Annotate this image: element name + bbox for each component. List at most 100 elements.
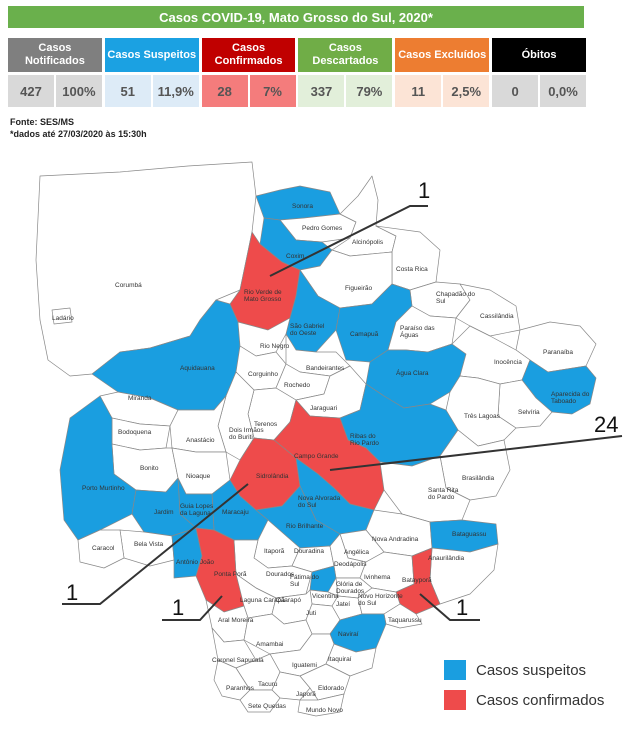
label-anaurilandia: Anaurilândia (428, 555, 465, 562)
label-gloria: Glória de Dourados (336, 581, 365, 595)
label-sete-quedas: Sete Quedas (248, 703, 287, 710)
legend-swatch-suspected (444, 660, 466, 680)
label-rochedo: Rochedo (284, 382, 310, 389)
stat-suspeitos: Casos Suspeitos 51 11,9% (104, 38, 199, 107)
label-itapora: Itaporã (264, 548, 285, 555)
stat-notificados-percent: 100% (55, 75, 102, 107)
label-novo-horizonte: Novo Horizonte do Sul (358, 593, 403, 607)
label-figueirao: Figueirão (345, 285, 372, 292)
label-angelica: Angélica (344, 549, 369, 556)
label-aquidauana: Aquidauana (180, 365, 215, 372)
stat-suspeitos-count: 51 (104, 75, 151, 107)
label-selviria: Selvíria (518, 409, 540, 416)
region-mundo-novo (297, 693, 345, 717)
label-bonito: Bonito (140, 465, 159, 472)
stat-confirmados-label: Casos Confirmados (201, 38, 296, 72)
stat-descartados: Casos Descartados 337 79% (298, 38, 393, 107)
label-aral-moreira: Aral Moreira (218, 617, 254, 624)
callout-line-rio-verde (269, 205, 428, 277)
label-iguatemi: Iguatemi (292, 662, 317, 669)
stat-notificados: Casos Notificados 427 100% (8, 38, 102, 107)
label-rio-verde: Rio Verde de Mato Grosso (244, 289, 282, 303)
label-amambai: Amambai (256, 641, 283, 648)
label-dois-irmaos: Dois Irmãos do Buriti (229, 427, 264, 441)
stat-excluidos-count: 11 (395, 75, 442, 107)
callout-sidrolandia: 1 (66, 580, 78, 605)
label-caarapo: Caarapó (276, 597, 301, 604)
label-brasilandia: Brasilândia (462, 475, 495, 482)
label-deodapolis: Deodápolis (334, 561, 367, 568)
label-eldorado: Eldorado (318, 685, 344, 692)
source-note: Fonte: SES/MS *dados até 27/03/2020 às 1… (10, 116, 147, 140)
label-rio-negro: Rio Negro (260, 343, 290, 350)
label-laguna: Laguna Carapã (240, 597, 285, 604)
region-sete-quedas (239, 689, 281, 713)
stat-notificados-label: Casos Notificados (8, 38, 102, 72)
label-coxim: Coxim (286, 253, 304, 260)
legend-label-confirmed: Casos confirmados (476, 691, 605, 709)
label-tres-lagoas: Três Lagoas (464, 413, 501, 420)
page-title: Casos COVID-19, Mato Grosso do Sul, 2020… (159, 9, 433, 25)
label-paraiso: Paraíso das Águas (400, 325, 435, 339)
label-corumba: Corumbá (115, 282, 142, 289)
stat-confirmados-count: 28 (201, 75, 248, 107)
label-pedro-gomes: Pedro Gomes (302, 225, 343, 232)
label-maracaju: Maracaju (222, 509, 249, 516)
label-coronel-sapucaia: Coronel Sapucaia (212, 657, 264, 664)
stat-excluidos-percent: 2,5% (443, 75, 490, 107)
label-sao-gabriel: São Gabriel do Oeste (290, 323, 325, 337)
label-nova-andradina: Nova Andradina (372, 536, 419, 543)
label-agua-clara: Água Clara (396, 368, 429, 377)
stat-notificados-count: 427 (8, 75, 54, 107)
label-guia-lopes: Guia Lopes da Laguna (180, 503, 214, 517)
label-tacuru: Tacuru (258, 681, 278, 688)
label-mundo-novo: Mundo Novo (306, 707, 343, 714)
label-jardim: Jardim (154, 509, 174, 516)
data-date-line: *dados até 27/03/2020 às 15:30h (10, 129, 147, 139)
label-aparecida: Aparecida do Taboado (551, 391, 590, 405)
callout-rio-verde: 1 (418, 178, 430, 203)
legend-swatch-confirmed (444, 690, 466, 710)
label-taquarussu: Taquarussu (388, 617, 422, 624)
label-nioaque: Nioaque (186, 473, 211, 480)
label-bela-vista: Bela Vista (134, 541, 164, 548)
legend-label-suspected: Casos suspeitos (476, 661, 587, 679)
label-costa-rica: Costa Rica (396, 266, 428, 273)
label-miranda: Miranda (128, 395, 152, 402)
label-itaquirai: Itaquiraí (328, 656, 352, 663)
label-corguinho: Corguinho (248, 371, 278, 378)
callout-line-sidrolandia (62, 483, 249, 605)
label-sidrolandia: Sidrolândia (256, 473, 289, 480)
label-vicentina: Vicentina (312, 593, 339, 600)
label-bandeirantes: Bandeirantes (306, 365, 345, 372)
callout-campo-grande: 24 (594, 412, 618, 437)
label-douradina: Douradina (294, 548, 324, 555)
label-anastacio: Anastácio (186, 437, 215, 444)
label-caracol: Caracol (92, 545, 115, 552)
label-campo-grande: Campo Grande (294, 453, 339, 460)
stat-obitos-count: 0 (492, 75, 539, 107)
label-navirai: Naviraí (338, 631, 359, 638)
label-sonora: Sonora (292, 203, 313, 210)
stat-excluidos: Casos Excluídos 11 2,5% (395, 38, 490, 107)
label-bataypora: Batayporã (402, 577, 432, 584)
callout-line-bataypora (419, 593, 480, 621)
label-cassilandia: Cassilândia (480, 313, 514, 320)
callout-bataypora: 1 (456, 595, 468, 620)
stat-descartados-percent: 79% (346, 75, 393, 107)
stat-obitos-label: Óbitos (492, 38, 586, 72)
label-jaraguari: Jaraguari (310, 405, 337, 412)
label-chapadao: Chapadão do Sul (436, 291, 475, 305)
label-porto-murtinho: Porto Murtinho (82, 485, 125, 492)
label-ladario: Ladário (52, 315, 74, 322)
stat-obitos-percent: 0,0% (540, 75, 586, 107)
label-camapua: Camapuã (350, 331, 379, 338)
stat-confirmados-percent: 7% (249, 75, 296, 107)
callout-ponta-pora: 1 (172, 595, 184, 620)
stats-panel: Casos Notificados 427 100% Casos Suspeit… (8, 38, 586, 107)
callout-line-campo-grande (329, 435, 623, 471)
stat-descartados-count: 337 (298, 75, 345, 107)
label-juti: Juti (306, 610, 316, 617)
label-terenos: Terenos (254, 421, 278, 428)
